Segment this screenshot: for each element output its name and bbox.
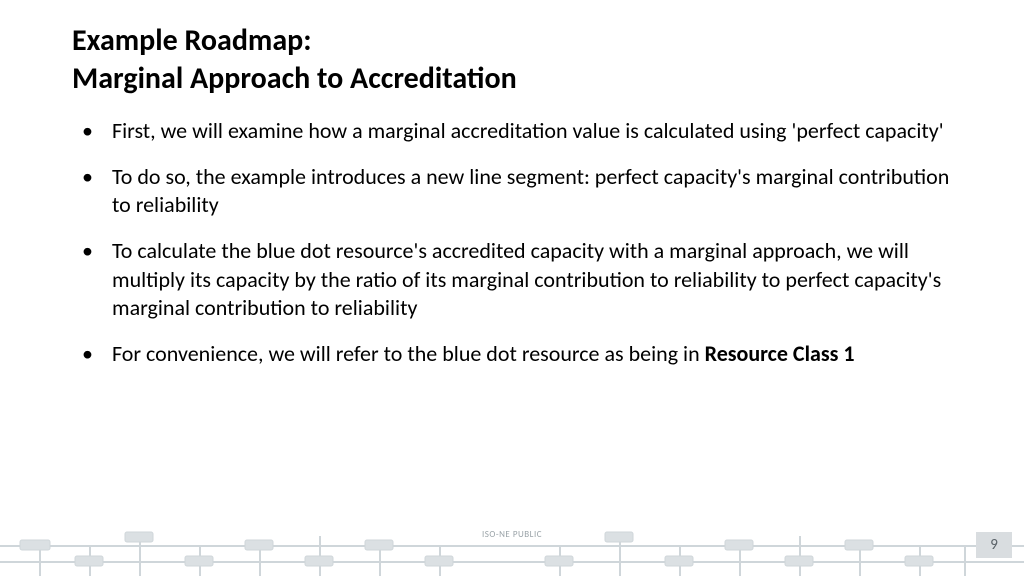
page-number: 9 xyxy=(976,532,1012,558)
circuit-graphic-icon xyxy=(0,526,1024,576)
title-line-1: Example Roadmap: xyxy=(72,22,312,59)
page-number-text: 9 xyxy=(990,536,998,554)
bullet-item: For convenience, we will refer to the bl… xyxy=(72,340,952,368)
bullet-item: To do so, the example introduces a new l… xyxy=(72,163,952,219)
bullet-text: To do so, the example introduces a new l… xyxy=(112,163,949,218)
bullet-prefix: For convenience, we will refer to the bl… xyxy=(112,340,705,367)
bullet-text: First, we will examine how a marginal ac… xyxy=(112,117,944,144)
slide-title: Example Roadmap: Marginal Approach to Ac… xyxy=(72,22,952,97)
bullet-bold: Resource Class 1 xyxy=(705,340,855,367)
bullet-item: First, we will examine how a marginal ac… xyxy=(72,117,952,145)
slide: Example Roadmap: Marginal Approach to Ac… xyxy=(0,0,1024,576)
title-line-2: Marginal Approach to Accreditation xyxy=(72,60,517,97)
bullet-list: First, we will examine how a marginal ac… xyxy=(72,117,952,368)
footer-label: ISO-NE PUBLIC xyxy=(478,529,546,540)
footer-decoration: ISO-NE PUBLIC 9 xyxy=(0,526,1024,576)
bullet-text: To calculate the blue dot resource's acc… xyxy=(112,237,941,320)
content-area: Example Roadmap: Marginal Approach to Ac… xyxy=(72,22,952,386)
bullet-item: To calculate the blue dot resource's acc… xyxy=(72,237,952,321)
